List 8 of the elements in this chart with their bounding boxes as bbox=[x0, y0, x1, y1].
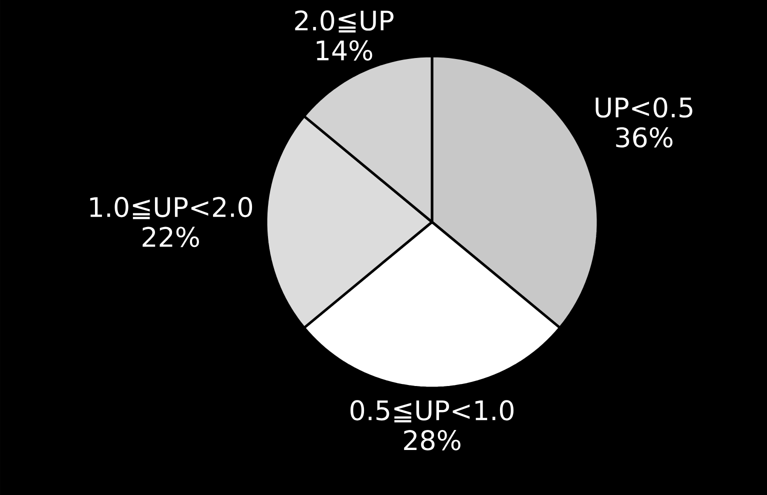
data-label: 36% bbox=[616, 127, 672, 148]
data-label: 28% bbox=[404, 430, 460, 450]
slice-label: UP<0.5 bbox=[596, 97, 692, 118]
data-label: 22% bbox=[142, 226, 199, 248]
data-label: 14% bbox=[316, 40, 372, 61]
slice-label: 2.0≦UP bbox=[295, 10, 394, 33]
slice-label: 0.5≦UP<1.0 bbox=[350, 400, 514, 422]
slice-label: 1.0≦UP<2.0 bbox=[90, 196, 252, 220]
